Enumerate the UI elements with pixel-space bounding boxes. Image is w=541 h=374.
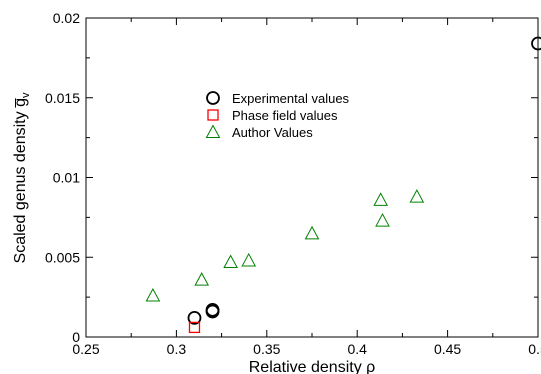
y-axis-label-main: Scaled genus density g̅ — [12, 98, 29, 263]
legend: Experimental values Phase field values Aut… — [205, 91, 350, 140]
legend-entry-label: Experimental values — [232, 91, 350, 106]
triangle-point — [373, 192, 389, 206]
y-tick-label: 0.02 — [53, 10, 80, 26]
y-axis-label: Scaled genus density g̅v — [12, 92, 32, 263]
y-tick-label: 0 — [72, 329, 80, 345]
legend-entry-label: Author Values — [232, 125, 313, 140]
square-point — [188, 321, 201, 334]
y-axis-ticks: 0 0.005 0.01 0.015 0.02 — [45, 10, 538, 345]
legend-triangle-marker — [205, 124, 221, 138]
triangle-point — [194, 272, 210, 286]
y-axis-label-subscript: v — [20, 92, 32, 98]
x-axis-label: Relative density ρ — [249, 359, 376, 374]
triangle-point — [304, 225, 320, 240]
data-points — [145, 36, 541, 334]
x-tick-label: 0.3 — [167, 341, 187, 357]
x-tick-label: 0.35 — [253, 341, 280, 357]
legend-square-marker — [207, 109, 219, 121]
x-tick-label: 0.25 — [72, 341, 99, 357]
circle-point — [531, 36, 541, 51]
triangle-point — [375, 213, 390, 227]
x-tick-label: 0.4 — [347, 341, 367, 357]
triangle-point — [223, 254, 238, 269]
x-tick-label: 0.45 — [434, 341, 461, 357]
circle-point — [187, 310, 202, 325]
y-tick-label: 0.015 — [45, 90, 80, 106]
plot-frame — [85, 17, 539, 338]
y-tick-label: 0.01 — [53, 170, 80, 186]
triangle-point — [241, 252, 257, 267]
y-tick-label: 0.005 — [45, 249, 80, 265]
x-tick-label: 0.5 — [528, 341, 541, 357]
legend-entry-label: Phase field values — [232, 108, 338, 123]
circle-point — [205, 302, 220, 317]
legend-circle-marker — [206, 91, 220, 105]
triangle-point — [409, 189, 425, 203]
x-axis-ticks: 0.25 0.3 0.35 0.4 0.45 0.5 — [72, 18, 541, 357]
triangle-point — [145, 287, 161, 302]
